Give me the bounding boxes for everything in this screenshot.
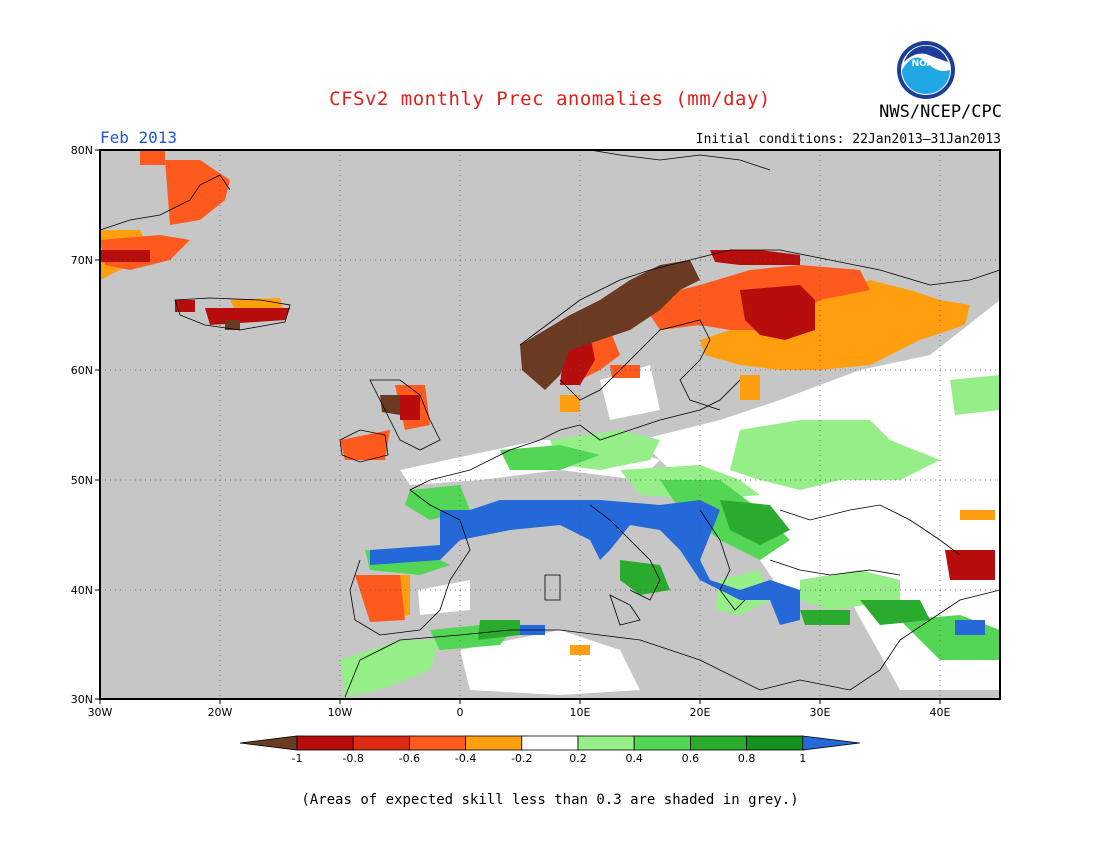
- colorbar-segment: [296, 735, 354, 751]
- x-axis-labels: 30W 20W 10W 0 10E 20E 30E 40E: [88, 706, 951, 719]
- colorbar-label: 1: [799, 752, 806, 765]
- forecast-month: Feb 2013: [100, 128, 178, 147]
- x-tick-label: 20E: [690, 706, 711, 719]
- colorbar-label: -0.6: [399, 752, 420, 765]
- colorbar-segment: [633, 735, 691, 751]
- x-tick-label: 30E: [810, 706, 831, 719]
- y-tick-label: 80N: [71, 144, 93, 157]
- colorbar-segment: [408, 735, 466, 751]
- positive-anomaly-strong: [370, 500, 985, 635]
- axis-ticks: [95, 149, 941, 704]
- skill-footnote: (Areas of expected skill less than 0.3 a…: [301, 792, 799, 808]
- positive-anomaly-dark: [478, 500, 930, 640]
- map-frame: [99, 149, 1001, 700]
- colorbar-segment: [690, 735, 748, 751]
- y-tick-label: 60N: [71, 364, 93, 377]
- colorbar-segment: [577, 735, 635, 751]
- y-axis-labels: 30N 40N 50N 60N 70N 80N: [71, 144, 93, 706]
- y-tick-label: 70N: [71, 254, 93, 267]
- colorbar-segment: [521, 735, 579, 751]
- x-tick-label: 20W: [208, 706, 233, 719]
- x-tick-label: 10E: [570, 706, 591, 719]
- x-tick-label: 30W: [88, 706, 113, 719]
- colorbar-label: -0.8: [342, 752, 363, 765]
- colorbar-label: -1: [292, 752, 303, 765]
- graticule: [100, 150, 1000, 699]
- y-tick-label: 50N: [71, 474, 93, 487]
- colorbar-segment: [465, 735, 523, 751]
- initial-conditions: Initial conditions: 22Jan2013–31Jan2013: [695, 132, 1001, 147]
- map-area: [100, 150, 1000, 699]
- y-tick-label: 30N: [71, 693, 93, 706]
- colorbar-label: -0.4: [455, 752, 476, 765]
- noaa-logo: NOAA: [897, 41, 955, 99]
- x-tick-label: 0: [457, 706, 464, 719]
- colorbar-label: 0.8: [738, 752, 756, 765]
- y-tick-label: 40N: [71, 584, 93, 597]
- noaa-logo-text: NOAA: [912, 59, 941, 69]
- colorbar-label: 0.6: [682, 752, 700, 765]
- colorbar: -1 -0.8 -0.6 -0.4 -0.2 0.2 0.4 0.6 0.8 1: [239, 735, 860, 765]
- colorbar-segment: [352, 735, 410, 751]
- x-tick-label: 10W: [328, 706, 353, 719]
- colorbar-label: 0.2: [569, 752, 587, 765]
- colorbar-arrow-high: [802, 735, 860, 751]
- colorbar-segment: [746, 735, 804, 751]
- x-tick-label: 40E: [930, 706, 951, 719]
- colorbar-label: 0.4: [625, 752, 643, 765]
- colorbar-label: -0.2: [511, 752, 532, 765]
- map-title: CFSv2 monthly Prec anomalies (mm/day): [329, 88, 771, 110]
- agency-label: NWS/NCEP/CPC: [879, 102, 1002, 122]
- colorbar-arrow-low: [239, 735, 298, 751]
